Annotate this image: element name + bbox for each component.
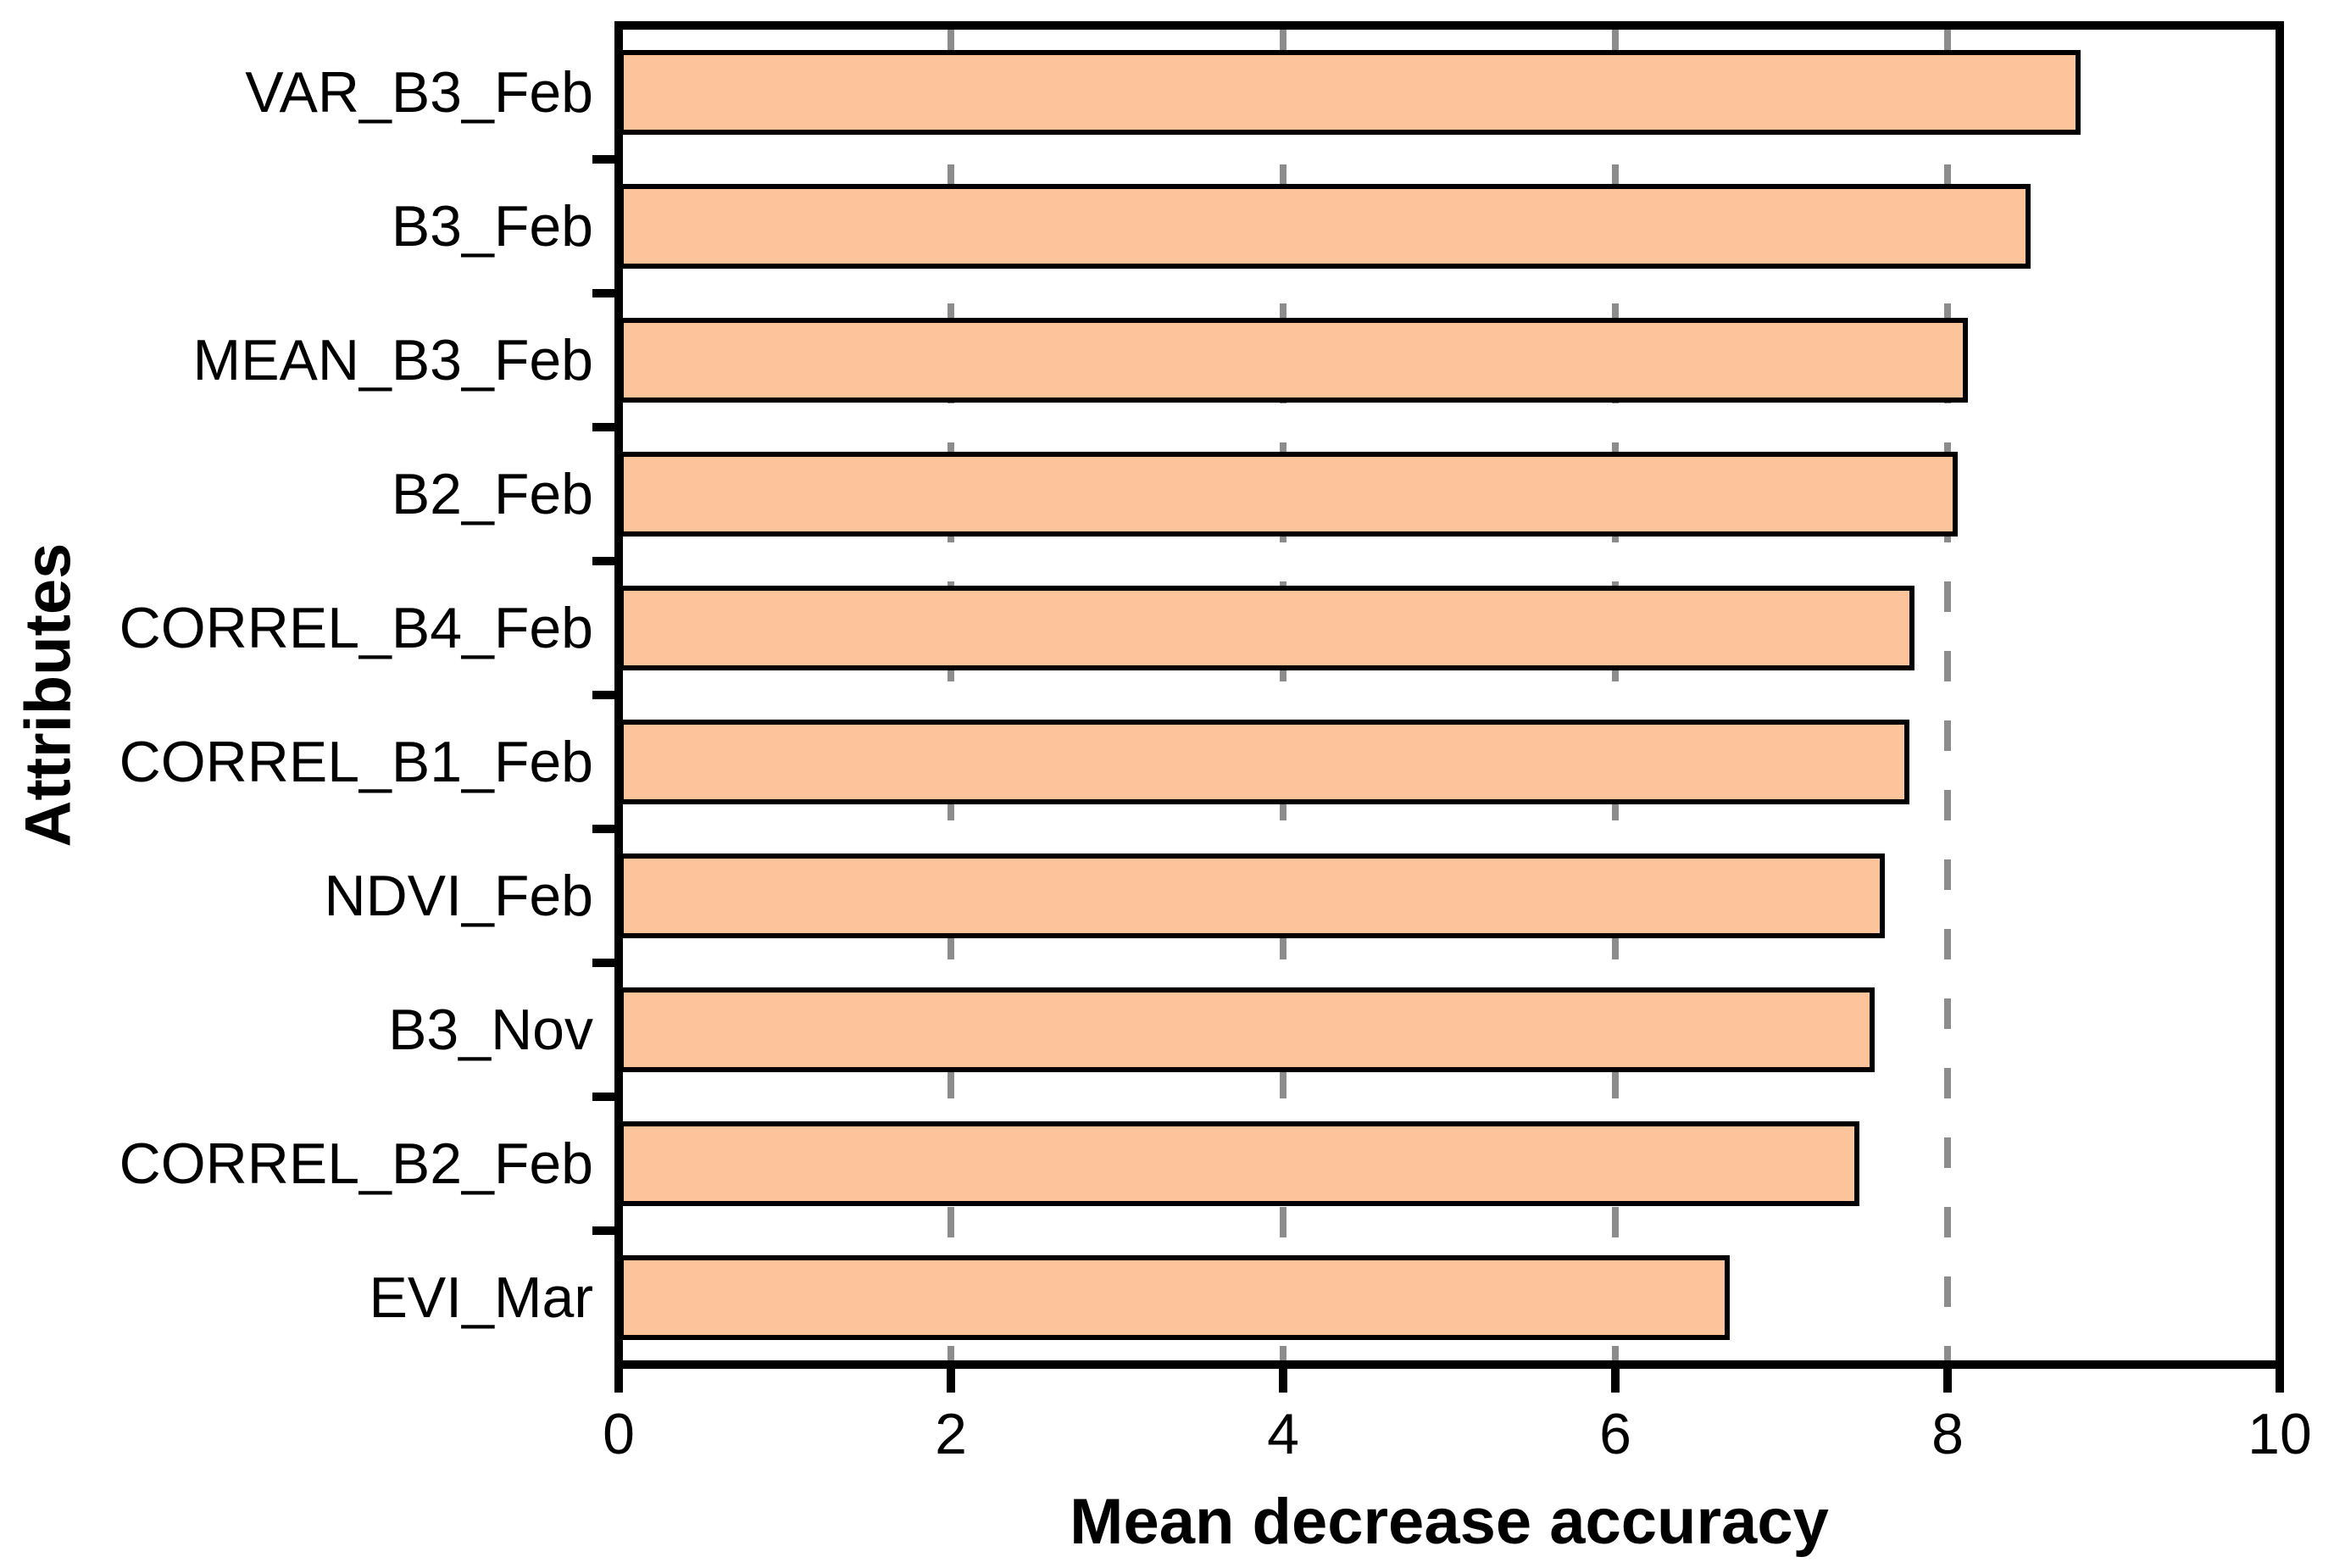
category-label: B2_Feb	[391, 462, 593, 526]
x-axis-title: Mean decrease accuracy	[1070, 1486, 1829, 1558]
bar-row	[619, 25, 2280, 159]
y-axis-tick	[592, 155, 614, 164]
x-axis-tick	[2276, 1369, 2284, 1393]
bar-row	[619, 1231, 2280, 1365]
category-label: EVI_Mar	[369, 1265, 593, 1330]
bar-row	[619, 427, 2280, 561]
gridline-x-2	[947, 25, 954, 1365]
x-axis-tick-label: 8	[1931, 1402, 1964, 1466]
y-axis-tick	[592, 1093, 614, 1101]
x-axis-tick-label: 10	[2248, 1402, 2312, 1466]
x-axis-tick-label: 2	[935, 1402, 967, 1466]
x-axis-tick	[947, 1369, 955, 1393]
bar	[619, 720, 1909, 804]
bar	[619, 586, 1914, 670]
bar-row	[619, 159, 2280, 293]
bar	[619, 50, 2081, 135]
plot-area	[592, 21, 2284, 1369]
category-label: CORREL_B4_Feb	[119, 596, 593, 660]
category-label: CORREL_B2_Feb	[119, 1132, 593, 1196]
y-axis-tick	[592, 959, 614, 967]
x-axis-tick-label: 0	[603, 1402, 635, 1466]
gridline-x-8	[1944, 25, 1951, 1365]
x-axis-tick-label: 6	[1599, 1402, 1631, 1466]
bar	[619, 318, 1968, 403]
bar	[619, 452, 1958, 537]
category-label: B3_Nov	[388, 998, 593, 1062]
category-label: MEAN_B3_Feb	[192, 328, 593, 392]
bar-row	[619, 695, 2280, 829]
bar	[619, 1121, 1860, 1206]
y-axis-tick	[592, 1226, 614, 1235]
x-axis-tick-label: 4	[1267, 1402, 1299, 1466]
x-axis-tick	[1943, 1369, 1952, 1393]
y-axis-tick	[592, 557, 614, 565]
gridline-x-6	[1612, 25, 1619, 1365]
y-axis-category-labels: VAR_B3_Feb B3_Feb MEAN_B3_Feb B2_Feb CORREL_…	[0, 25, 619, 1365]
bar	[619, 987, 1875, 1072]
x-axis: 0 2 4 6 8 10	[603, 1365, 2312, 1483]
category-label: NDVI_Feb	[324, 864, 593, 928]
bar-row	[619, 829, 2280, 963]
category-label: CORREL_B1_Feb	[119, 730, 593, 794]
y-axis-tick	[592, 289, 614, 297]
bar	[619, 854, 1885, 938]
bar-row	[619, 1097, 2280, 1231]
bars-layer	[619, 25, 2280, 1365]
y-axis-tick	[592, 691, 614, 699]
gridline-x-4	[1280, 25, 1286, 1365]
bar	[619, 184, 2031, 269]
category-label: VAR_B3_Feb	[245, 60, 593, 125]
x-axis-tick	[1611, 1369, 1620, 1393]
bar-row	[619, 561, 2280, 695]
y-axis-tick	[592, 423, 614, 431]
category-label: B3_Feb	[391, 194, 593, 259]
bar-row	[619, 963, 2280, 1097]
bar	[619, 1255, 1731, 1340]
x-axis-tick	[614, 1369, 623, 1393]
bar-row	[619, 293, 2280, 427]
x-axis-tick	[1279, 1369, 1287, 1393]
y-axis-tick	[592, 825, 614, 833]
